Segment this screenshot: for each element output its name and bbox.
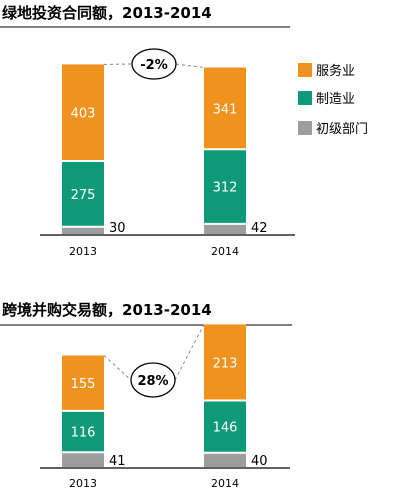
chart-1-connector-right <box>175 63 205 68</box>
chart-2-connector-left <box>103 355 132 381</box>
legend-swatch-2 <box>298 121 312 135</box>
chart-2-change-badge <box>130 362 176 398</box>
chart-2-bar-2013-seg-0 <box>62 452 104 467</box>
legend-label-0: 服务业 <box>316 63 355 79</box>
chart-2-tick-label-2014: 2014 <box>211 477 239 490</box>
chart-1-data-label-2014-seg-1: 312 <box>213 181 238 196</box>
chart-1-change-badge-label: -2% <box>140 58 167 73</box>
chart-1-data-label-2014-seg-2: 341 <box>213 102 238 117</box>
chart-1-bar-2013-seg-0 <box>62 226 104 234</box>
chart-2-bar-2014-seg-0 <box>204 452 246 467</box>
chart-2-data-label-2013-seg-2: 155 <box>71 377 96 392</box>
chart-2-connector-right <box>174 324 205 381</box>
chart-1-bar-2013-seg-1 <box>62 161 104 227</box>
chart-1-data-label-2013-seg-2: 403 <box>71 107 96 122</box>
chart-1-bar-2014-seg-2 <box>204 67 246 150</box>
chart-2-bar-2013-seg-1 <box>62 410 104 453</box>
chart-2-bar-2013-seg-2 <box>62 355 104 411</box>
chart-1-bar-2014-seg-1 <box>204 149 246 224</box>
chart-1-data-label-2013-seg-1: 275 <box>71 188 96 203</box>
chart-2-data-label-2013-seg-0: 41 <box>109 454 126 469</box>
chart-1-data-label-2013-seg-0: 30 <box>109 221 126 236</box>
chart-1-plot: 30 275 403 2013 42 312 341 2014 -2% <box>0 26 295 258</box>
chart-2-plot: 41 116 155 2013 40 146 213 2014 28% <box>0 324 292 490</box>
chart-2-data-label-2013-seg-1: 116 <box>71 426 96 441</box>
chart-2-data-label-2014-seg-2: 213 <box>213 356 238 371</box>
chart-2-data-label-2014-seg-1: 146 <box>213 421 238 436</box>
legend-swatch-1 <box>298 91 312 105</box>
chart-1-change-badge <box>131 48 177 80</box>
chart-1-bar-2013-seg-2 <box>62 64 104 161</box>
chart-1-title: 绿地投资合同额，2013-2014 <box>2 4 212 22</box>
chart-1-bar-2014-seg-0 <box>204 223 246 234</box>
chart-2-bar-2014-seg-1 <box>204 400 246 453</box>
chart-2-change-badge-label: 28% <box>137 374 168 389</box>
chart-1-data-label-2014-seg-0: 42 <box>251 221 268 236</box>
chart-2-data-label-2014-seg-0: 40 <box>251 454 268 469</box>
chart-2-bar-2014-seg-2 <box>204 324 246 401</box>
legend-swatch-0 <box>298 63 312 77</box>
chart-2-tick-label-2013: 2013 <box>69 477 97 490</box>
legend-label-1: 制造业 <box>316 92 355 107</box>
legend-label-2: 初级部门 <box>316 122 368 137</box>
chart-1-tick-label-2013: 2013 <box>69 245 97 258</box>
chart-1-tick-label-2014: 2014 <box>211 245 239 258</box>
chart-2-title: 跨境并购交易额，2013-2014 <box>2 301 212 319</box>
